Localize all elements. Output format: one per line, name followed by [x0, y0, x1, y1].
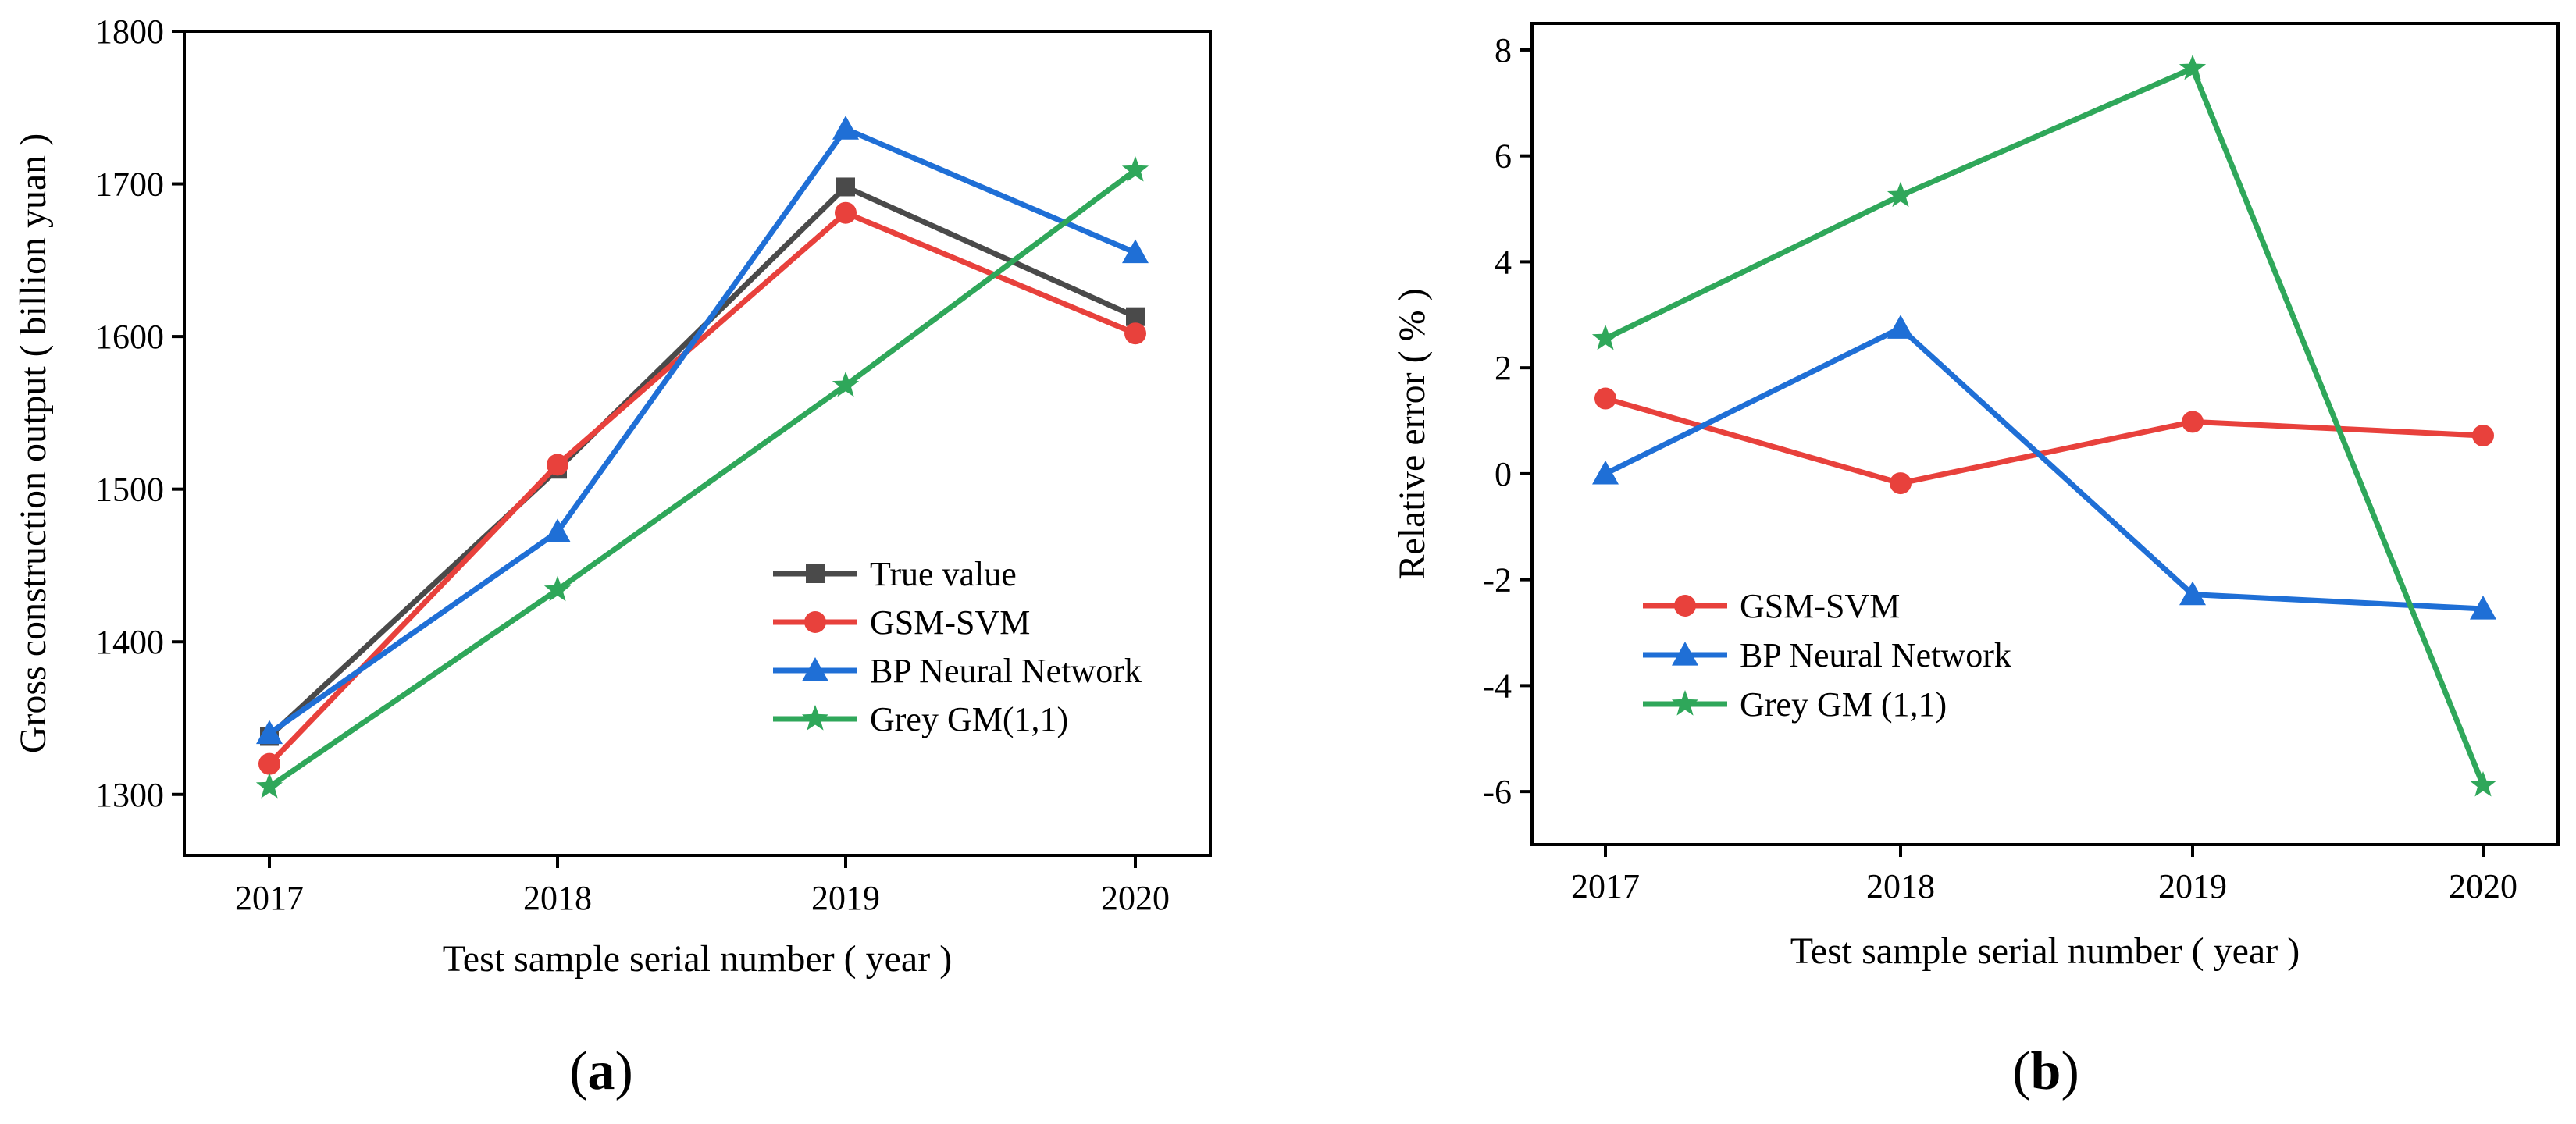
y-tick-label: 1500 [95, 471, 164, 509]
panel-label: (b) [2012, 1041, 2079, 1101]
y-tick-label: 1400 [95, 623, 164, 661]
series-3 [255, 156, 1149, 799]
y-tick-label: 4 [1495, 243, 1512, 281]
data-point [543, 575, 572, 602]
data-point [1591, 324, 1619, 350]
data-point [1124, 322, 1146, 345]
legend-label: Grey GM(1,1) [870, 700, 1068, 738]
legend-label: BP Neural Network [1740, 636, 2011, 674]
panel-label-part: a [588, 1041, 615, 1101]
plot-frame [1530, 22, 2560, 846]
y-tick-label: 0 [1495, 455, 1512, 493]
data-point [1890, 472, 1912, 495]
legend-marker [1672, 642, 1698, 666]
y-tick-label: 1600 [95, 318, 164, 356]
x-tick-label: 2018 [523, 879, 592, 917]
legend: GSM-SVM BP Neural Network Grey GM (1,1) [1643, 587, 2011, 724]
chart-b: 2017 2018 2019 2020 -6 -4 -2 0 2 4 6 8 Test sample s… [1391, 22, 2560, 1101]
x-tick-label: 2020 [2449, 867, 2517, 905]
data-point [832, 116, 859, 140]
x-axis-title: Test sample serial number ( year ) [1790, 930, 2300, 972]
legend-marker [804, 611, 826, 633]
data-point [1887, 315, 1914, 339]
data-point [256, 720, 283, 745]
x-tick-label: 2017 [1571, 867, 1640, 905]
y-tick-label: -6 [1483, 773, 1512, 811]
data-point [547, 454, 568, 476]
y-tick-label: 8 [1495, 31, 1512, 69]
legend-label: GSM-SVM [870, 603, 1030, 642]
chart-a: 2017 2018 2019 2020 1300 1400 1500 1600 1700 1800… [12, 12, 1212, 1101]
data-point [2470, 595, 2496, 620]
panel-label-part: ) [2061, 1041, 2079, 1101]
series-2 [256, 116, 1149, 745]
x-tick-label: 2017 [235, 879, 304, 917]
legend-label: GSM-SVM [1740, 587, 1900, 625]
data-point [2469, 771, 2497, 797]
y-tick-label: -4 [1483, 667, 1512, 705]
y-tick-label: 6 [1495, 137, 1512, 176]
y-tick-label: 1300 [95, 776, 164, 814]
y-axis-title: Relative error ( % ) [1391, 288, 1433, 579]
x-tick-label: 2020 [1101, 879, 1170, 917]
legend-marker [1671, 690, 1699, 716]
panel-label-part: b [2031, 1041, 2061, 1101]
series-line [1602, 325, 2486, 612]
legend-marker [801, 705, 829, 731]
legend-label: True value [870, 555, 1017, 593]
data-point [2179, 54, 2207, 80]
series-1 [1592, 315, 2496, 620]
series-line [266, 126, 1138, 737]
data-point [258, 752, 280, 775]
legend-label: BP Neural Network [870, 652, 1142, 690]
data-point [836, 177, 855, 197]
data-point [1592, 460, 1619, 485]
data-point [2472, 425, 2494, 447]
data-point [2179, 581, 2206, 606]
series-line [266, 210, 1138, 767]
data-point [835, 201, 857, 224]
data-point [2182, 411, 2204, 433]
y-tick-label: 1700 [95, 165, 164, 204]
x-axis-title: Test sample serial number ( year ) [443, 938, 952, 980]
legend-marker [1674, 595, 1696, 617]
series-line [1602, 66, 2486, 788]
legend-marker [806, 564, 825, 583]
y-axis-title: Gross construction output ( billion yuan… [12, 133, 54, 754]
y-tick-label: -2 [1483, 561, 1512, 599]
panel-label-part: ( [2012, 1041, 2030, 1101]
plot-frame [183, 30, 1212, 857]
data-point [1121, 156, 1149, 182]
data-point [544, 518, 571, 543]
series-line [266, 167, 1138, 790]
data-point [255, 773, 283, 799]
y-tick-label: 2 [1495, 349, 1512, 387]
data-point [1594, 387, 1616, 410]
y-tick-label: 1800 [95, 12, 164, 51]
panel-label-part: ) [615, 1041, 633, 1101]
panel-label-part: ( [569, 1041, 587, 1101]
legend: True value GSM-SVM BP Neural Network Grey G… [773, 555, 1142, 738]
series-2 [1591, 54, 2497, 797]
panel-label: (a) [569, 1041, 633, 1101]
legend-marker [802, 657, 828, 681]
x-tick-label: 2019 [2158, 867, 2227, 905]
x-tick-label: 2018 [1866, 867, 1935, 905]
data-point [1122, 239, 1149, 264]
x-tick-label: 2019 [811, 879, 880, 917]
series-1 [258, 201, 1146, 775]
data-point [1887, 181, 1915, 208]
data-point [832, 371, 860, 397]
legend-label: Grey GM (1,1) [1740, 685, 1947, 724]
